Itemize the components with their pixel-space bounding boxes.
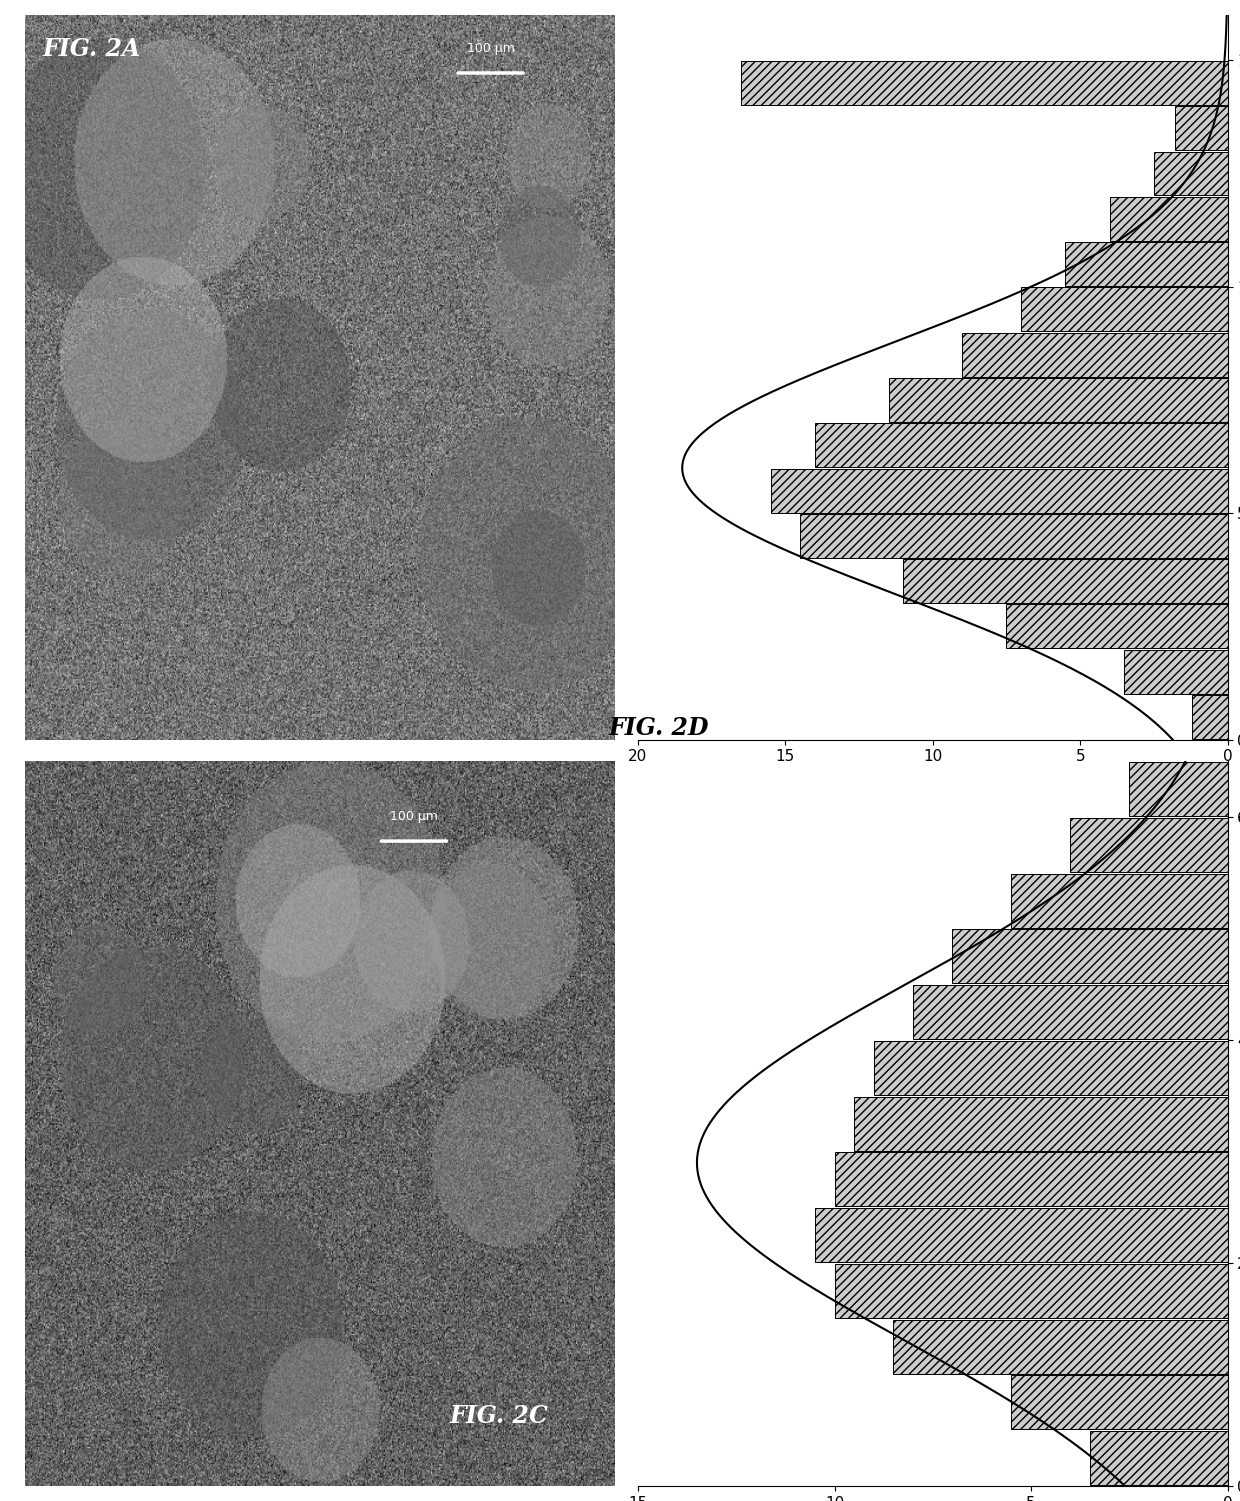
Bar (874, 1040, 1228, 1094)
Bar (1012, 1375, 1228, 1429)
Bar (815, 423, 1228, 467)
Bar (1125, 650, 1228, 693)
Bar (952, 929, 1228, 983)
Bar (1192, 695, 1228, 738)
Bar (835, 1264, 1228, 1318)
Bar (800, 513, 1228, 558)
Text: 100 μm: 100 μm (391, 811, 438, 823)
Bar (1110, 197, 1228, 240)
Text: FIG. 2D: FIG. 2D (609, 716, 709, 740)
Bar (854, 1097, 1228, 1151)
Bar (1070, 818, 1228, 872)
Bar (913, 985, 1228, 1039)
Text: FIG. 2C: FIG. 2C (449, 1403, 548, 1427)
Bar (815, 1208, 1228, 1262)
Bar (903, 560, 1228, 603)
Text: 100 μm: 100 μm (466, 42, 515, 56)
Text: FIG. 2A: FIG. 2A (42, 36, 141, 60)
Bar (1065, 242, 1228, 287)
Bar (770, 468, 1228, 512)
Bar (889, 378, 1228, 422)
Bar (1174, 107, 1228, 150)
Bar (742, 62, 1228, 105)
Bar (835, 1153, 1228, 1207)
Bar (1022, 287, 1228, 332)
Bar (1130, 763, 1228, 817)
Bar (1090, 1430, 1228, 1484)
X-axis label: Percent: Percent (901, 770, 965, 788)
Bar (1007, 605, 1228, 648)
Bar (1012, 874, 1228, 928)
Bar (962, 333, 1228, 377)
Bar (1154, 152, 1228, 195)
Bar (894, 1319, 1228, 1373)
